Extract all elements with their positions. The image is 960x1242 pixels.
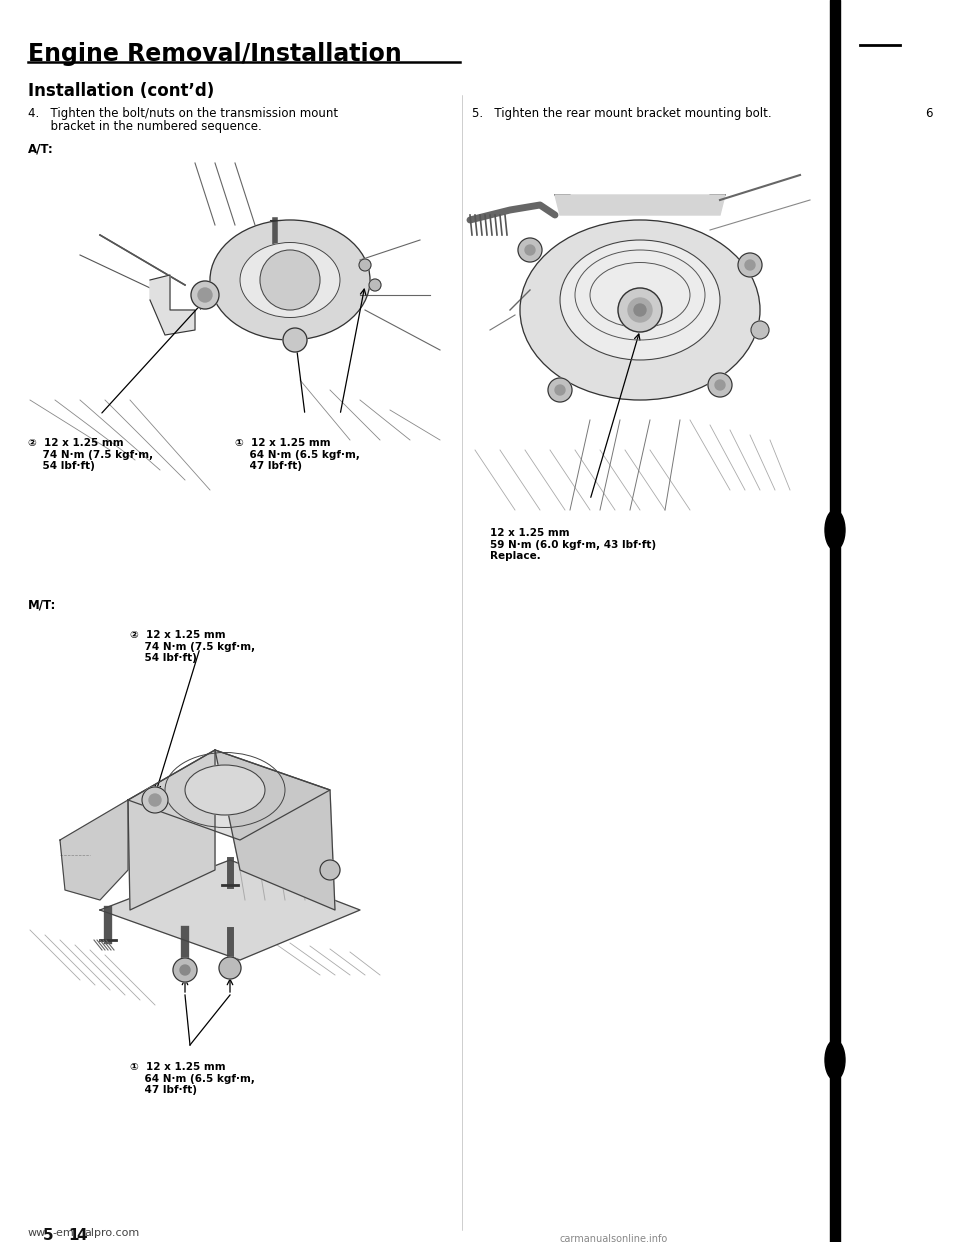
Text: alpro.com: alpro.com (84, 1228, 139, 1238)
Text: Installation (cont’d): Installation (cont’d) (28, 82, 214, 101)
Ellipse shape (520, 220, 760, 400)
Circle shape (198, 288, 212, 302)
Text: carmanualsonline.info: carmanualsonline.info (560, 1235, 668, 1242)
Circle shape (191, 281, 219, 309)
Ellipse shape (560, 240, 720, 360)
Text: ①  12 x 1.25 mm
    64 N·m (6.5 kgf·m,
    47 lbf·ft): ① 12 x 1.25 mm 64 N·m (6.5 kgf·m, 47 lbf… (235, 438, 360, 471)
Circle shape (260, 250, 320, 310)
Ellipse shape (825, 510, 845, 550)
Text: ②  12 x 1.25 mm
    74 N·m (7.5 kgf·m,
    54 lbf·ft): ② 12 x 1.25 mm 74 N·m (7.5 kgf·m, 54 lbf… (28, 438, 154, 471)
Circle shape (634, 304, 646, 315)
Polygon shape (60, 800, 128, 900)
Polygon shape (128, 750, 330, 840)
Circle shape (369, 279, 381, 291)
Text: 12 x 1.25 mm
59 N·m (6.0 kgf·m, 43 lbf·ft)
Replace.: 12 x 1.25 mm 59 N·m (6.0 kgf·m, 43 lbf·f… (490, 528, 656, 561)
Polygon shape (150, 274, 195, 335)
Text: bracket in the numbered sequence.: bracket in the numbered sequence. (28, 120, 262, 133)
Ellipse shape (825, 1040, 845, 1081)
Text: ①  12 x 1.25 mm
    64 N·m (6.5 kgf·m,
    47 lbf·ft): ① 12 x 1.25 mm 64 N·m (6.5 kgf·m, 47 lbf… (130, 1062, 254, 1095)
Circle shape (525, 245, 535, 255)
Circle shape (751, 320, 769, 339)
Polygon shape (555, 195, 725, 215)
Circle shape (715, 380, 725, 390)
Ellipse shape (210, 220, 370, 340)
Text: -em: -em (52, 1228, 74, 1238)
Polygon shape (215, 750, 335, 910)
Circle shape (142, 787, 168, 814)
Text: 5: 5 (43, 1228, 54, 1242)
Ellipse shape (185, 765, 265, 815)
Circle shape (149, 794, 161, 806)
Circle shape (518, 238, 542, 262)
Circle shape (708, 373, 732, 397)
Text: ②  12 x 1.25 mm
    74 N·m (7.5 kgf·m,
    54 lbf·ft): ② 12 x 1.25 mm 74 N·m (7.5 kgf·m, 54 lbf… (130, 630, 255, 663)
Circle shape (548, 378, 572, 402)
Text: ww: ww (28, 1228, 46, 1238)
Circle shape (555, 385, 565, 395)
Text: 6: 6 (925, 107, 932, 120)
Ellipse shape (240, 242, 340, 318)
Circle shape (320, 859, 340, 881)
Polygon shape (128, 750, 215, 910)
Circle shape (745, 260, 755, 270)
Text: 4: 4 (76, 1228, 86, 1242)
Text: 4.   Tighten the bolt/nuts on the transmission mount: 4. Tighten the bolt/nuts on the transmis… (28, 107, 338, 120)
Circle shape (359, 260, 371, 271)
Text: 1: 1 (68, 1228, 79, 1242)
Circle shape (219, 958, 241, 979)
Circle shape (628, 298, 652, 322)
Circle shape (180, 965, 190, 975)
Circle shape (283, 328, 307, 351)
Circle shape (618, 288, 662, 332)
Text: M/T:: M/T: (28, 597, 57, 611)
Text: 5.   Tighten the rear mount bracket mounting bolt.: 5. Tighten the rear mount bracket mounti… (472, 107, 772, 120)
Polygon shape (100, 859, 360, 960)
Circle shape (738, 253, 762, 277)
Text: Engine Removal/Installation: Engine Removal/Installation (28, 42, 401, 66)
Text: A/T:: A/T: (28, 143, 54, 156)
Circle shape (173, 958, 197, 982)
